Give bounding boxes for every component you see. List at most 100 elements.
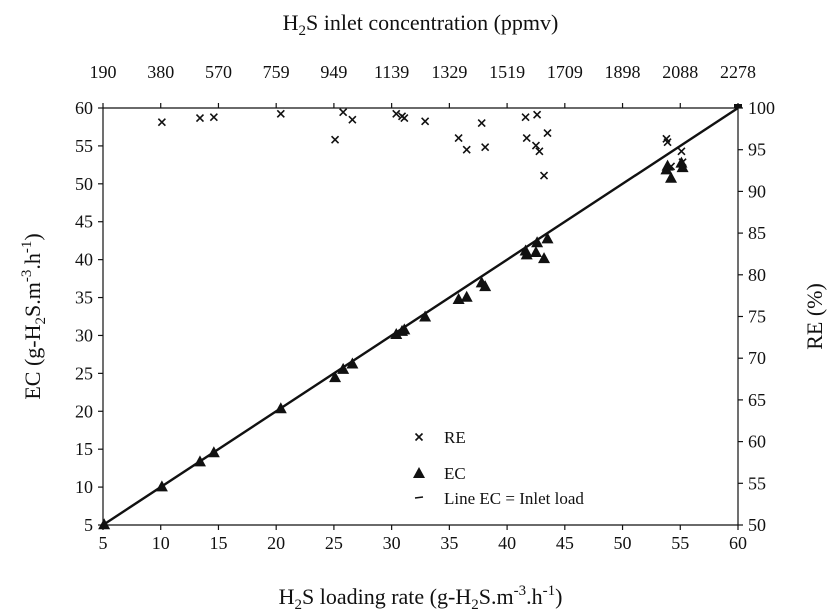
- re-point-stroke: [677, 147, 686, 156]
- y-left-tick-label: 20: [75, 401, 93, 421]
- legend-label: RE: [444, 428, 466, 447]
- legend-ec-symbol: [413, 467, 425, 478]
- ec-point: [193, 455, 206, 467]
- y-left-axis-title-part: 2: [33, 317, 49, 325]
- ec-point: [207, 446, 220, 458]
- x-axis-title-part: .h: [526, 584, 543, 609]
- re-point: [454, 133, 463, 143]
- y-left-tick-label: 25: [75, 363, 93, 383]
- top-tick-label: 2088: [662, 62, 698, 82]
- y-left-axis-title-part: -3: [19, 270, 35, 283]
- ec-point: [531, 236, 544, 248]
- re-point: [400, 113, 409, 123]
- top-tick-label: 1139: [374, 62, 409, 82]
- re-point-stroke: [522, 133, 531, 143]
- re-point: [195, 113, 205, 123]
- y-left-tick-label: 10: [75, 477, 93, 497]
- y-right-tick-label: 65: [748, 390, 766, 410]
- re-point-stroke: [339, 108, 348, 117]
- re-point: [677, 147, 686, 156]
- ec-point: [98, 518, 111, 530]
- re-point: [535, 147, 544, 156]
- re-point: [348, 115, 357, 124]
- re-point: [157, 118, 166, 127]
- x-axis-title-part: ): [555, 584, 562, 609]
- re-point: [539, 171, 549, 180]
- re-point: [531, 141, 541, 150]
- re-point-stroke: [543, 128, 552, 138]
- y-right-axis-title: RE (%): [802, 283, 827, 350]
- x-tick-label: 30: [383, 533, 401, 553]
- top-axis-title-part: H: [283, 10, 299, 35]
- y-left-tick-label: 60: [75, 98, 93, 118]
- re-point-stroke: [535, 147, 544, 156]
- re-point-stroke: [678, 158, 687, 167]
- legend: RE EC Line EC = Inlet load: [413, 428, 584, 508]
- re-point: [477, 118, 486, 128]
- y-left-tick-label: 45: [75, 212, 93, 232]
- right-axis: 50 55 60 65 70 75 80 85 90 95 100: [738, 98, 775, 535]
- y-left-tick-label: 15: [75, 439, 93, 459]
- y-left-tick-label: 30: [75, 325, 93, 345]
- re-point-stroke: [276, 109, 285, 118]
- left-axis: 5 10 15 20 25 30 35 40 45 50 55 60: [75, 98, 103, 535]
- x-tick-label: 25: [325, 533, 343, 553]
- x-axis-title-part: 2: [294, 597, 302, 613]
- ec-point: [460, 290, 473, 302]
- top-tick-label: 1709: [547, 62, 583, 82]
- re-point-stroke: [662, 134, 671, 143]
- ec-point: [390, 327, 403, 339]
- bottom-axis: 5 10 15 20 25 30 35 40 45 50 55 60: [99, 525, 747, 553]
- y-right-tick-label: 60: [748, 432, 766, 452]
- y-left-axis-title-part: .h: [20, 253, 45, 270]
- ec-point: [398, 323, 411, 335]
- re-point: [330, 135, 340, 144]
- top-tick-label: 949: [320, 62, 347, 82]
- re-point: [522, 133, 531, 143]
- y-left-tick-label: 55: [75, 136, 93, 156]
- x-tick-label: 35: [440, 533, 458, 553]
- ec-series: [98, 156, 689, 530]
- y-left-axis-title-part: -1: [19, 241, 35, 254]
- re-point: [209, 113, 218, 122]
- re-point-stroke: [533, 110, 542, 119]
- x-tick-label: 15: [209, 533, 227, 553]
- re-point: [392, 109, 401, 118]
- re-point-stroke: [421, 117, 430, 126]
- re-point-stroke: [400, 113, 409, 123]
- legend-label: EC: [444, 464, 466, 483]
- y-right-tick-label: 85: [748, 223, 766, 243]
- x-axis-title-part: -3: [514, 583, 527, 599]
- y-right-tick-label: 100: [748, 98, 775, 118]
- legend-label: Line EC = Inlet load: [444, 489, 584, 508]
- y-left-tick-label: 35: [75, 288, 93, 308]
- y-right-tick-label: 95: [748, 140, 766, 160]
- re-point-stroke: [462, 145, 471, 154]
- top-tick-label: 1329: [431, 62, 467, 82]
- top-tick-label: 2278: [720, 62, 756, 82]
- x-tick-label: 45: [556, 533, 574, 553]
- re-point-stroke: [195, 113, 205, 123]
- ec-point: [529, 246, 542, 258]
- y-right-tick-label: 50: [748, 515, 766, 535]
- ec-point: [676, 161, 689, 173]
- ec-point: [520, 248, 533, 260]
- ec-point: [337, 362, 350, 374]
- y-right-tick-label: 70: [748, 348, 766, 368]
- re-point: [276, 109, 285, 118]
- re-point: [481, 143, 490, 152]
- legend-line-symbol: [414, 496, 424, 499]
- y-left-axis-title-part: EC (g-H: [20, 324, 45, 399]
- y-left-axis-title-part: ): [20, 233, 45, 240]
- re-point: [421, 117, 430, 126]
- top-tick-label: 570: [205, 62, 232, 82]
- top-axis-title-part: 2: [299, 23, 307, 39]
- x-tick-label: 5: [99, 533, 108, 553]
- re-point-stroke: [209, 113, 218, 122]
- legend-re-symbol: [414, 432, 424, 442]
- y-right-tick-label: 90: [748, 181, 766, 201]
- y-right-tick-label: 80: [748, 265, 766, 285]
- y-left-axis-title-part: S.m: [20, 282, 45, 317]
- re-point: [521, 113, 530, 122]
